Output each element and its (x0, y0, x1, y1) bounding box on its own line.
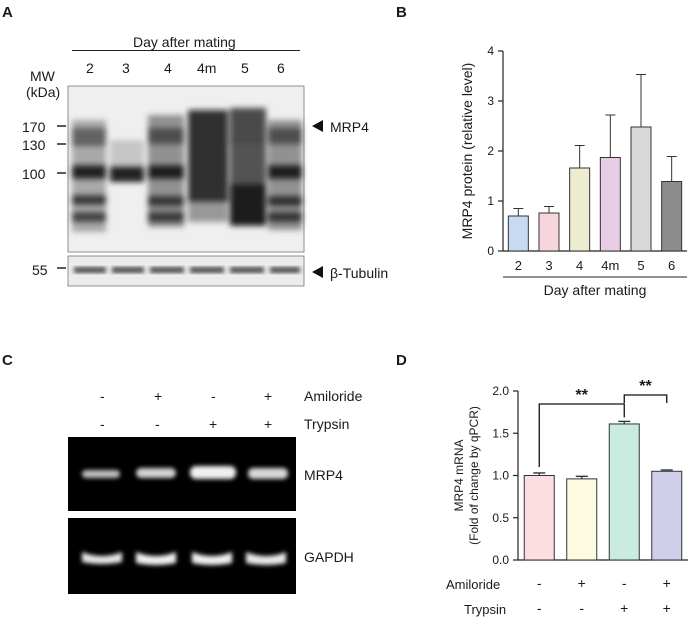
blot-header: Day after mating (133, 34, 236, 50)
y-axis-label-2: (Fold of change by qPCR) (467, 406, 481, 545)
trypsin-sign: + (663, 600, 671, 616)
y-tick-label: 2.0 (492, 384, 509, 398)
y-tick-label: 1.5 (492, 426, 509, 440)
bar (608, 423, 640, 561)
tubulin-band-label: β-Tubulin (330, 265, 389, 281)
y-tick-label: 0.0 (492, 553, 509, 567)
y-tick-label: 0 (487, 244, 494, 258)
bar (566, 478, 598, 561)
significance-bracket (538, 403, 625, 467)
x-tick-label: 3 (545, 258, 552, 273)
x-tick-label: 4m (601, 258, 619, 273)
amiloride-sign: + (663, 575, 671, 591)
marker-label: 100 (22, 166, 46, 182)
d-amiloride-label: Amiloride (446, 577, 501, 592)
x-tick-label: 2 (515, 258, 522, 273)
panel-a-letter: A (2, 4, 13, 21)
y-axis-label: MRP4 mRNA (452, 439, 466, 511)
significance-label: ** (639, 378, 652, 395)
mw-label: MW (30, 68, 55, 84)
bar (523, 475, 555, 561)
lane-label: 6 (277, 60, 285, 76)
amiloride-label: Amiloride (304, 388, 363, 404)
trypsin-sign: - (100, 416, 105, 432)
y-tick-label: 1 (487, 194, 494, 208)
significance-label: ** (576, 387, 589, 404)
trypsin-label: Trypsin (304, 416, 350, 432)
trypsin-sign: + (620, 600, 628, 616)
d-trypsin-label: Trypsin (464, 602, 507, 617)
y-tick-label: 4 (487, 44, 494, 58)
amiloride-sign: - (537, 575, 542, 591)
panel-d-letter: D (396, 352, 407, 369)
y-tick-label: 2 (487, 144, 494, 158)
trypsin-sign: - (155, 416, 160, 432)
x-tick-label: 4 (576, 258, 583, 273)
marker-label: 130 (22, 137, 46, 153)
y-tick-label: 0.5 (492, 511, 509, 525)
significance-bracket (623, 394, 668, 403)
trypsin-sign: - (537, 600, 542, 616)
amiloride-sign: - (100, 388, 105, 404)
panel-c-letter: C (2, 352, 13, 369)
lane-label: 4m (197, 60, 217, 76)
lane-label: 5 (241, 60, 249, 76)
amiloride-sign: + (154, 388, 163, 404)
mw-unit: (kDa) (26, 84, 61, 100)
lane-label: 2 (86, 60, 94, 76)
marker-label: 170 (22, 119, 46, 135)
gel-mrp4-label: MRP4 (304, 467, 343, 483)
x-axis-label: Day after mating (544, 282, 647, 298)
y-tick-label: 1.0 (492, 469, 509, 483)
amiloride-sign: + (264, 388, 273, 404)
x-tick-label: 5 (637, 258, 644, 273)
marker-label: 55 (32, 262, 48, 278)
blot-header-line (72, 50, 300, 51)
trypsin-sign: + (264, 416, 273, 432)
amiloride-sign: - (622, 575, 627, 591)
y-tick-label: 3 (487, 94, 494, 108)
trypsin-sign: - (579, 600, 584, 616)
panel-b-letter: B (396, 4, 407, 21)
trypsin-sign: + (209, 416, 218, 432)
y-axis-label: MRP4 protein (relative level) (459, 63, 475, 240)
bar (651, 470, 683, 561)
lane-label: 3 (122, 60, 130, 76)
gel-gapdh-label: GAPDH (304, 549, 354, 565)
amiloride-sign: - (211, 388, 216, 404)
amiloride-sign: + (578, 575, 586, 591)
x-tick-label: 6 (668, 258, 675, 273)
mrp4-band-label: MRP4 (330, 119, 369, 135)
lane-label: 4 (164, 60, 172, 76)
